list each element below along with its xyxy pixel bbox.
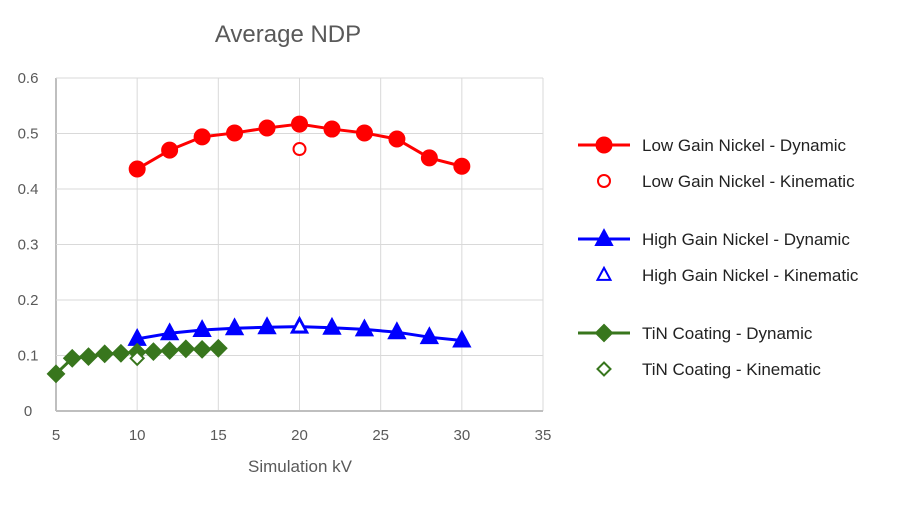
data-point	[226, 124, 244, 142]
legend-label: TiN Coating - Dynamic	[642, 324, 813, 343]
x-tick-label: 10	[129, 427, 146, 444]
data-point	[192, 339, 212, 359]
data-point	[595, 136, 613, 154]
data-point	[208, 338, 228, 358]
y-tick-label: 0.4	[18, 181, 39, 198]
x-tick-label: 35	[535, 427, 552, 444]
y-tick-label: 0.1	[18, 348, 39, 365]
data-point	[594, 228, 614, 246]
x-axis-label: Simulation kV	[248, 457, 353, 476]
data-point	[355, 124, 373, 142]
legend-label: Low Gain Nickel - Kinematic	[642, 172, 855, 191]
x-tick-label: 15	[210, 427, 227, 444]
data-point	[420, 149, 438, 167]
y-tick-label: 0.5	[18, 126, 39, 143]
data-point	[46, 364, 66, 384]
x-tick-label: 30	[453, 427, 470, 444]
legend-label: Low Gain Nickel - Dynamic	[642, 136, 847, 155]
x-tick-label: 20	[291, 427, 308, 444]
data-point	[257, 316, 277, 335]
data-point	[597, 174, 611, 188]
data-point	[192, 319, 212, 337]
data-point	[258, 119, 276, 137]
data-point	[292, 142, 307, 157]
data-point	[143, 342, 163, 362]
data-point	[79, 347, 98, 367]
data-point	[388, 130, 406, 148]
data-point	[95, 344, 115, 364]
data-point	[596, 361, 612, 377]
y-tick-label: 0.6	[18, 70, 39, 87]
legend-label: TiN Coating - Kinematic	[642, 360, 821, 379]
data-point	[595, 265, 613, 281]
data-point	[62, 348, 82, 368]
data-point	[161, 141, 179, 159]
data-point	[129, 350, 146, 367]
data-point	[128, 160, 146, 178]
x-tick-label: 5	[52, 427, 60, 444]
data-point	[354, 318, 375, 337]
data-point	[322, 316, 342, 335]
data-point	[159, 322, 180, 341]
legend-label: High Gain Nickel - Kinematic	[642, 266, 859, 285]
data-point	[291, 317, 308, 333]
chart-title: Average NDP	[215, 21, 361, 48]
data-point	[193, 128, 211, 146]
x-tick-label: 25	[372, 427, 389, 444]
data-point	[160, 341, 180, 360]
y-tick-label: 0.2	[18, 292, 39, 309]
data-point	[111, 343, 131, 363]
data-point	[419, 326, 440, 345]
data-point	[594, 323, 614, 343]
data-point	[452, 329, 472, 348]
y-tick-label: 0	[24, 403, 32, 420]
data-point	[291, 115, 308, 133]
data-point	[224, 317, 245, 336]
data-point	[387, 321, 407, 340]
y-tick-label: 0.3	[18, 237, 39, 254]
legend-label: High Gain Nickel - Dynamic	[642, 230, 850, 249]
data-point	[323, 120, 341, 138]
data-point	[453, 157, 471, 175]
data-point	[176, 339, 196, 359]
